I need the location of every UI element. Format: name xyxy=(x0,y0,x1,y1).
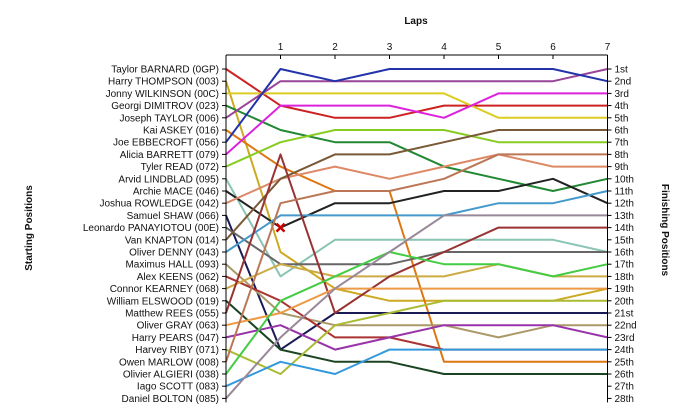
lap-label: 1 xyxy=(278,42,284,53)
lap-label: 4 xyxy=(441,42,447,53)
finishing-position-label: 12th xyxy=(615,199,634,210)
series-line xyxy=(225,129,608,241)
finishing-position-label: 26th xyxy=(615,370,634,381)
left-axis-title: Starting Positions xyxy=(24,185,35,271)
starting-positions-labels: Taylor BARNARD (0GP)Harry THOMPSON (003)… xyxy=(83,65,219,405)
driver-label: Matthew REES (055) xyxy=(125,309,219,320)
finishing-position-label: 14th xyxy=(615,223,634,234)
series-line xyxy=(225,68,608,119)
driver-label: Samuel SHAW (066) xyxy=(127,211,219,222)
lap-label: 2 xyxy=(332,42,338,53)
driver-label: Leonardo PANAYIOTOU (00E) xyxy=(83,223,219,234)
series-line xyxy=(225,324,608,351)
series-line xyxy=(225,214,608,400)
driver-label: Joseph TAYLOR (006) xyxy=(120,113,220,124)
finishing-position-label: 25th xyxy=(615,357,634,368)
finishing-position-label: 18th xyxy=(615,272,634,283)
finishing-position-label: 15th xyxy=(615,235,634,246)
lap-label: 3 xyxy=(387,42,393,53)
finishing-position-label: 21st xyxy=(615,309,634,320)
driver-label: Joshua ROWLEDGE (042) xyxy=(100,199,220,210)
driver-label: Oliver GRAY (063) xyxy=(137,321,219,332)
series-line xyxy=(225,190,608,253)
series-line xyxy=(225,287,608,327)
series-line xyxy=(225,178,608,278)
finishing-position-label: 20th xyxy=(615,296,634,307)
series-line xyxy=(225,251,608,375)
driver-label: Georgi DIMITROV (023) xyxy=(111,101,219,112)
axes xyxy=(222,54,612,403)
finishing-position-label: 17th xyxy=(615,260,634,271)
finishing-position-label: 6th xyxy=(615,126,629,137)
driver-label: Tyler READ (072) xyxy=(141,162,219,173)
finishing-position-label: 1st xyxy=(615,65,629,76)
driver-label: Harry THOMPSON (003) xyxy=(108,77,219,88)
driver-label: Maximus HALL (093) xyxy=(125,260,219,271)
finishing-position-label: 8th xyxy=(615,150,629,161)
series-line xyxy=(225,215,608,351)
finishing-position-label: 19th xyxy=(615,284,634,295)
finishing-position-label: 28th xyxy=(615,394,634,405)
finishing-position-label: 11th xyxy=(615,187,634,198)
driver-label: Van KNAPTON (014) xyxy=(125,235,219,246)
driver-label: Harvey RIBY (071) xyxy=(135,345,219,356)
finishing-position-label: 23rd xyxy=(615,333,635,344)
driver-label: Oliver DENNY (043) xyxy=(129,248,219,259)
lap-label: 6 xyxy=(550,42,556,53)
finishing-position-label: 10th xyxy=(615,174,634,185)
finishing-position-label: 16th xyxy=(615,248,634,259)
series-line xyxy=(226,92,608,119)
series-line xyxy=(225,104,608,192)
driver-label: Alicia BARRETT (079) xyxy=(120,150,219,161)
driver-label: Connor KEARNEY (068) xyxy=(110,284,219,295)
finishing-position-label: 7th xyxy=(615,138,629,149)
driver-label: Harry PEARS (047) xyxy=(132,333,219,344)
driver-label: Alex KEENS (062) xyxy=(137,272,219,283)
annotations xyxy=(275,222,286,233)
finishing-position-label: 3rd xyxy=(615,89,629,100)
driver-label: Kai ASKEY (016) xyxy=(143,126,219,137)
lap-tick-labels: 1 2 3 4 5 6 7 xyxy=(278,42,611,53)
retirement-cross-icon xyxy=(275,222,286,233)
driver-label: Owen MARLOW (008) xyxy=(119,357,219,368)
finishing-position-label: 5th xyxy=(615,113,629,124)
series-line xyxy=(225,68,608,143)
series-line xyxy=(225,300,608,375)
series-line xyxy=(225,153,608,314)
finishing-position-label: 4th xyxy=(615,101,629,112)
finishing-position-label: 22nd xyxy=(615,321,637,332)
finishing-position-label: 27th xyxy=(615,382,634,393)
driver-label: Daniel BOLTON (085) xyxy=(122,394,219,405)
series-line xyxy=(225,263,608,339)
lap-label: 7 xyxy=(605,42,611,53)
chart-title: Laps xyxy=(404,16,428,27)
driver-label: Jonny WILKINSON (00C) xyxy=(106,89,219,100)
driver-label: Olivier ALGIERI (038) xyxy=(123,370,219,381)
series-line xyxy=(225,92,608,156)
driver-label: Iago SCOTT (083) xyxy=(137,382,219,393)
driver-label: Archie MACE (046) xyxy=(133,187,219,198)
series-line xyxy=(225,299,608,375)
finishing-position-label: 13th xyxy=(615,211,634,222)
driver-label: William ELSWOOD (019) xyxy=(107,296,219,307)
right-axis-title: Finishing Positions xyxy=(659,184,670,277)
series-line xyxy=(225,153,608,205)
finishing-position-label: 9th xyxy=(615,162,629,173)
driver-label: Taylor BARNARD (0GP) xyxy=(111,65,219,76)
finishing-position-label: 24th xyxy=(615,345,634,356)
finishing-position-label: 2nd xyxy=(615,77,632,88)
series-line xyxy=(225,153,608,363)
driver-label: Joe EBBECROFT (056) xyxy=(113,138,219,149)
series-line xyxy=(225,348,608,388)
series-lines xyxy=(225,68,608,400)
series-line xyxy=(225,129,608,168)
finishing-positions-labels: 1st2nd3rd4th5th6th7th8th9th10th11th12th1… xyxy=(615,65,637,405)
lap-label: 5 xyxy=(496,42,502,53)
driver-label: Arvid LINDBLAD (095) xyxy=(118,174,219,185)
series-line xyxy=(225,177,608,229)
